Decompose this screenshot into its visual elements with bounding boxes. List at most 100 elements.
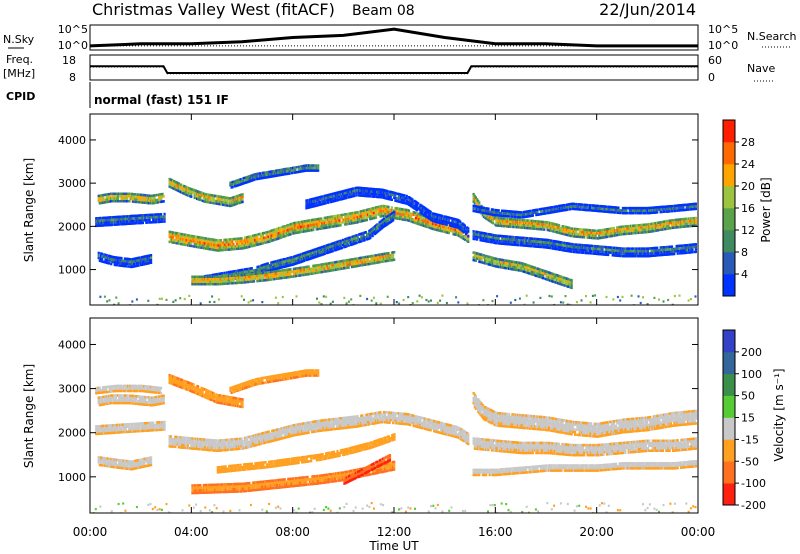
scatter-band-8 — [343, 454, 392, 485]
power-scale-swatch-6 — [723, 142, 735, 165]
power-range-tick-label-1000: 1000 — [58, 264, 86, 277]
freq-panel-traces — [90, 65, 698, 75]
freq-panel-frame — [89, 54, 699, 81]
time-tick-label-1: 04:00 — [174, 525, 209, 539]
scatter-band-11 — [472, 437, 697, 457]
scatter-band-7 — [191, 460, 396, 495]
scatter-band-6 — [229, 164, 320, 189]
velocity-scale-swatch-7 — [723, 330, 735, 353]
near-range-speckle — [92, 502, 697, 513]
freq-left-label-1: Freq. — [6, 53, 33, 66]
date-label: 22/Jun/2014 — [599, 0, 696, 19]
scatter-band-9 — [216, 433, 396, 474]
noise-left-tick-top: 10^5 — [58, 23, 88, 36]
velocity-scale-swatch-0 — [723, 483, 735, 506]
velocity-scale-swatch-6 — [723, 351, 735, 375]
scatter-band-1 — [97, 192, 165, 205]
scatter-band-12 — [472, 251, 573, 290]
velocity-heatmap — [92, 369, 697, 513]
velocity-scale-tick-label-6: -100 — [741, 477, 766, 490]
power-scale-tick-label-2: 12 — [741, 224, 755, 237]
time-tick-label-5: 20:00 — [579, 525, 614, 539]
noise-right-tick-top: 10^5 — [708, 23, 738, 36]
velocity-range-tick-label-2000: 2000 — [58, 427, 86, 440]
velocity-scale-tick-label-4: -15 — [741, 433, 759, 446]
scatter-band-4 — [168, 410, 470, 452]
power-range-tick-label-3000: 3000 — [58, 177, 86, 190]
scatter-band-13 — [472, 202, 697, 219]
power-scale-tick-label-6: 28 — [741, 136, 755, 149]
time-axis-label: Time UT — [368, 539, 419, 553]
near-range-speckle — [99, 294, 697, 305]
beam-label: Beam 08 — [352, 3, 415, 19]
power-scale-swatch-5 — [723, 164, 735, 187]
power-range-tick-label-2000: 2000 — [58, 220, 86, 233]
freq-left-tick-bottom: 8 — [69, 71, 76, 84]
velocity-scale-tick-label-0: 200 — [741, 346, 762, 359]
scatter-band-5 — [168, 374, 244, 409]
freq-series-2 — [90, 66, 698, 75]
power-scale-label: Power [dB] — [759, 177, 773, 242]
velocity-scale-swatch-1 — [723, 461, 735, 484]
scatter-band-10 — [472, 192, 697, 240]
time-tick-label-3: 12:00 — [377, 525, 412, 539]
freq-right-tick-bottom: 0 — [708, 71, 715, 84]
noise-left-label: N.Sky — [3, 33, 35, 46]
power-scale-tick-label-1: 8 — [741, 246, 748, 259]
freq-series-1 — [90, 65, 698, 74]
power-ylabel: Slant Range [km] — [22, 158, 36, 262]
power-scale-swatch-7 — [723, 120, 735, 143]
freq-left-label-2: [MHz] — [3, 67, 35, 80]
power-scale-swatch-0 — [723, 274, 735, 297]
scatter-band-1 — [97, 394, 165, 407]
velocity-scale-tick-label-7: -200 — [741, 499, 766, 512]
freq-left-tick-top: 18 — [62, 54, 76, 67]
power-scale-tick-label-0: 4 — [741, 268, 748, 281]
power-scale-swatch-1 — [723, 252, 735, 275]
velocity-scale-swatch-4 — [723, 395, 735, 418]
power-scale-tick-label-5: 24 — [741, 158, 755, 171]
velocity-scale-swatch-3 — [723, 417, 735, 440]
velocity-scale-swatch-2 — [723, 439, 735, 462]
power-heatmap — [95, 164, 697, 305]
noise-panel-frame — [89, 24, 699, 51]
power-range-tick-label-4000: 4000 — [58, 134, 86, 147]
velocity-range-tick-label-4000: 4000 — [58, 338, 86, 351]
scatter-band-10 — [472, 392, 697, 438]
power-scale-swatch-2 — [723, 230, 735, 253]
velocity-scale-tick-label-3: 15 — [741, 412, 755, 425]
scatter-band-3 — [97, 251, 153, 269]
scatter-band-5 — [168, 177, 244, 208]
time-tick-label-0: 00:00 — [73, 525, 108, 539]
time-tick-label-4: 16:00 — [478, 525, 513, 539]
velocity-scale-label: Velocity [m s⁻¹] — [772, 368, 786, 461]
power-scale-tick-label-3: 16 — [741, 202, 755, 215]
velocity-scale-tick-label-2: 50 — [741, 390, 755, 403]
scatter-band-2 — [95, 212, 166, 228]
cpid-text: normal (fast) 151 IF — [94, 93, 229, 107]
scatter-band-12 — [472, 460, 697, 477]
velocity-scale-tick-label-5: -50 — [741, 455, 759, 468]
scatter-band-6 — [229, 369, 320, 394]
freq-right-label: Nave — [747, 62, 775, 75]
velocity-range-tick-label-3000: 3000 — [58, 383, 86, 396]
velocity-range-tick-label-1000: 1000 — [58, 471, 86, 484]
power-scale-tick-label-4: 20 — [741, 180, 755, 193]
freq-right-tick-top: 60 — [708, 54, 722, 67]
scatter-band-9 — [305, 186, 470, 238]
noise-panel-traces — [89, 27, 698, 48]
velocity-scale-swatch-5 — [723, 373, 735, 396]
scatter-band-11 — [472, 230, 697, 258]
velocity-ylabel: Slant Range [km] — [22, 364, 36, 468]
power-scale-swatch-3 — [723, 208, 735, 231]
noise-series-1 — [89, 27, 698, 48]
noise-right-label: N.Search — [747, 30, 797, 43]
time-tick-label-2: 08:00 — [275, 525, 310, 539]
power-scale-swatch-4 — [723, 186, 735, 209]
velocity-scale-tick-label-1: 100 — [741, 368, 762, 381]
noise-left-tick-bottom: 10^0 — [58, 39, 88, 52]
station-title: Christmas Valley West (fitACF) — [92, 0, 335, 19]
scatter-band-3 — [97, 456, 153, 471]
scatter-band-2 — [95, 420, 166, 436]
